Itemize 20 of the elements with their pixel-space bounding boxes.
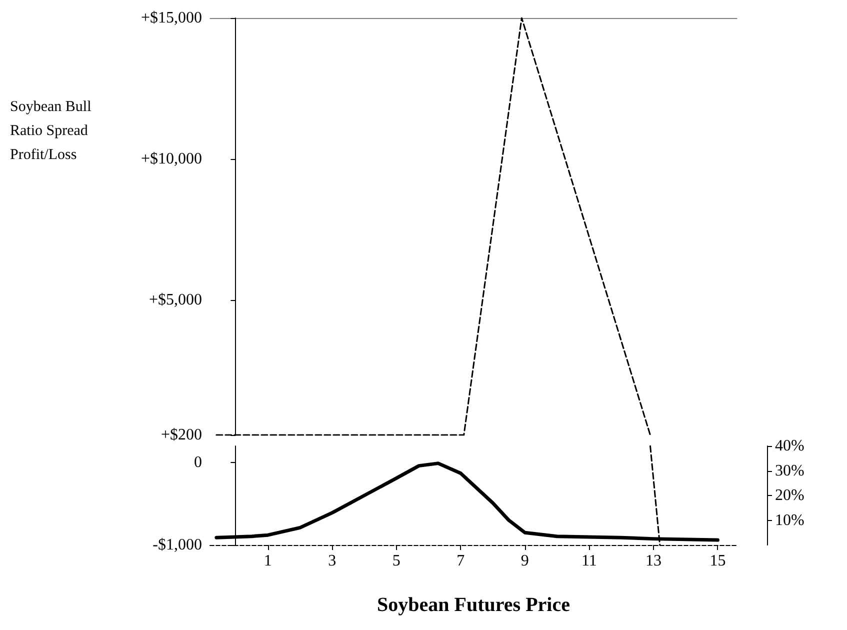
x-tick-label: 9 <box>520 552 529 570</box>
x-tick-label: 7 <box>456 552 465 570</box>
y-tick-label: +$10,000 <box>140 150 202 168</box>
y-tick-label: +$5,000 <box>148 291 202 308</box>
x-tick-label: 15 <box>710 552 726 570</box>
y2-tick-label: 20% <box>775 487 804 504</box>
y-tick-label: +$200 <box>160 426 202 444</box>
x-tick-label: 5 <box>392 552 400 570</box>
y-tick-label: -$1,000 <box>152 536 202 554</box>
y-tick-label: 0 <box>194 454 202 471</box>
y2-tick-label: 40% <box>775 438 804 454</box>
y-axis-title: Soybean Bull Ratio Spread Profit/Loss <box>10 99 95 163</box>
y2-tick-label: 30% <box>775 462 804 480</box>
y-tick-label: +$15,000 <box>140 10 202 26</box>
x-axis-title: Soybean Futures Price <box>377 594 570 616</box>
x-tick-label: 1 <box>264 552 272 570</box>
x-tick-label: 11 <box>581 552 597 570</box>
x-tick-label: 13 <box>645 552 662 570</box>
y2-tick-label: 10% <box>775 512 804 529</box>
x-tick-label: 3 <box>328 552 336 570</box>
